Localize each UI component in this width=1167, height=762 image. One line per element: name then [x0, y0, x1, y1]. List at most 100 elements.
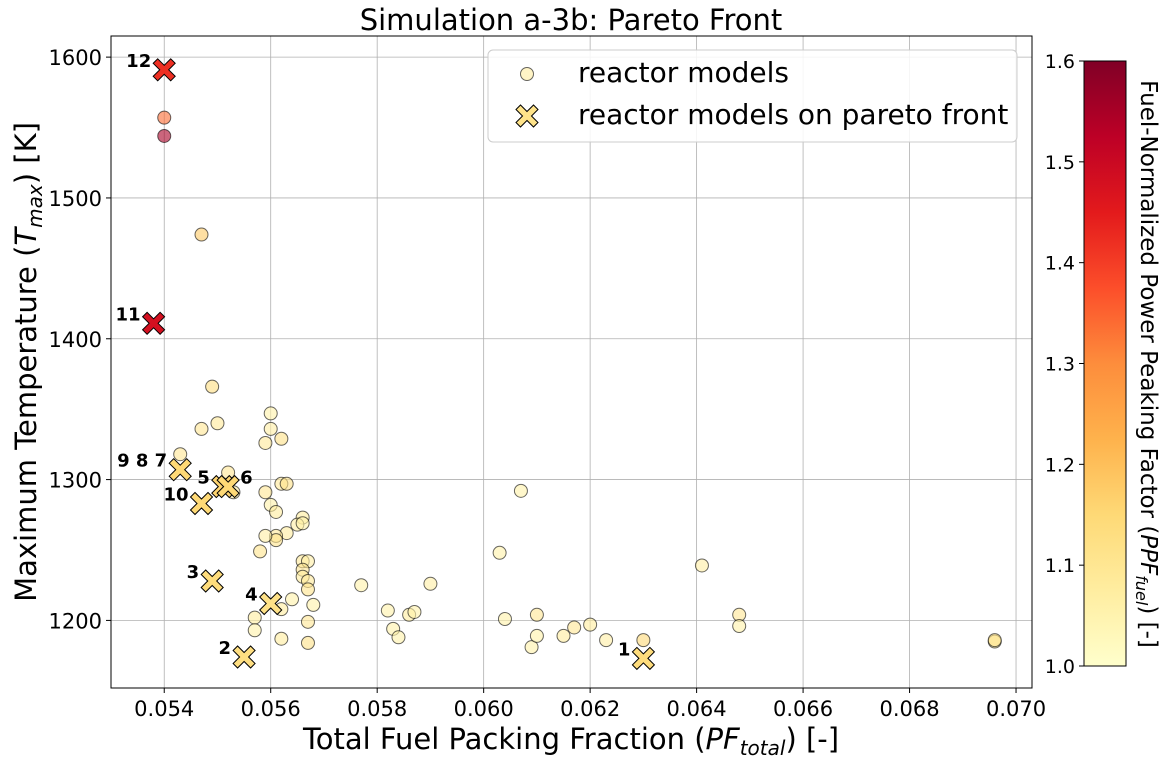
pareto-point-label: 11 — [116, 304, 141, 325]
y-tick-label: 1500 — [49, 187, 102, 211]
model-point — [300, 635, 315, 650]
pareto-point-label: 5 — [197, 468, 210, 489]
x-axis-ticks: 0.054 0.056 0.058 0.060 0.062 0.064 0.066 0.068… — [134, 688, 1046, 721]
model-point — [285, 592, 300, 607]
pareto-point — [232, 645, 256, 669]
legend-label-pareto: reactor models on pareto front — [578, 98, 1008, 131]
model-point — [513, 483, 528, 498]
legend-marker-circle — [520, 67, 534, 81]
model-point — [157, 128, 172, 143]
x-axis-title-suffix: ) [-] — [785, 722, 839, 756]
y-tick-label: 1600 — [49, 46, 102, 70]
legend-marker-cross — [515, 104, 539, 128]
pareto-point — [152, 58, 176, 82]
x-tick-label: 0.064 — [667, 697, 727, 721]
pareto-point-label: 10 — [163, 485, 188, 506]
model-point — [529, 628, 544, 643]
model-point — [173, 447, 188, 462]
model-point — [247, 623, 262, 638]
colorbar-title: Fuel-Normalized Power Peaking Factor (PP… — [1132, 80, 1161, 648]
model-point — [583, 617, 598, 632]
model-point — [210, 416, 225, 431]
chart-title: Simulation a-3b: Pareto Front — [360, 3, 783, 37]
model-point — [423, 576, 438, 591]
x-tick-label: 0.062 — [560, 697, 620, 721]
model-point — [269, 504, 284, 519]
x-tick-label: 0.070 — [986, 697, 1046, 721]
model-point — [253, 544, 268, 559]
colorbar-ticks: 1.0 1.1 1.2 1.3 1.4 1.5 1.6 — [1045, 51, 1084, 678]
legend-label-models: reactor models — [578, 56, 789, 89]
x-tick-label: 0.066 — [773, 697, 833, 721]
legend-circle-marker — [520, 67, 534, 81]
colorbar-title-prefix: Fuel-Normalized Power Peaking Factor ( — [1135, 80, 1161, 534]
y-axis-title-suffix: ) [K] — [9, 122, 43, 184]
model-point — [987, 633, 1002, 648]
model-point — [732, 619, 747, 634]
model-point — [194, 421, 209, 436]
pareto-point — [631, 646, 656, 671]
y-axis-title-subscript: max — [23, 184, 47, 228]
model-point — [497, 611, 512, 626]
model-point — [556, 628, 571, 643]
model-point — [567, 620, 582, 635]
model-point — [524, 640, 539, 655]
model-point — [300, 582, 315, 597]
model-point — [599, 633, 614, 648]
colorbar-tick-label: 1.1 — [1045, 555, 1075, 577]
model-point — [636, 633, 651, 648]
pareto-point — [258, 591, 283, 616]
model-point — [354, 578, 369, 593]
x-axis-title: Total Fuel Packing Fraction (PFtotal) [-… — [302, 722, 839, 760]
y-tick-label: 1200 — [49, 609, 102, 633]
pareto-point-label: 6 — [240, 468, 253, 489]
colorbar-title-symbol: PPF — [1135, 534, 1161, 576]
pareto-point — [200, 569, 224, 593]
pareto-point-label: 9 8 7 — [117, 451, 167, 472]
model-point — [300, 614, 315, 629]
model-point — [258, 435, 273, 450]
model-point — [274, 631, 289, 646]
model-point — [157, 110, 172, 125]
y-tick-label: 1400 — [49, 328, 102, 352]
colorbar-tick-label: 1.4 — [1045, 253, 1075, 275]
legend: reactor models reactor models on pareto … — [487, 49, 1018, 143]
model-point — [306, 597, 321, 612]
pareto-point — [141, 311, 166, 336]
colorbar-title-suffix: ) [-] — [1135, 605, 1161, 648]
model-point — [492, 545, 507, 560]
model-point — [529, 607, 544, 622]
x-tick-label: 0.068 — [879, 697, 939, 721]
x-tick-label: 0.056 — [241, 697, 301, 721]
model-point — [295, 516, 310, 531]
model-point — [274, 431, 289, 446]
legend-box — [487, 49, 1018, 143]
pareto-point-label: 12 — [126, 51, 151, 72]
colorbar-tick-label: 1.2 — [1045, 454, 1075, 476]
pareto-point — [216, 474, 240, 499]
plot-frame — [110, 35, 1033, 689]
model-point — [194, 227, 209, 242]
y-axis-title-symbol: T — [9, 226, 43, 246]
y-axis-title-prefix: Maximum Temperature ( — [9, 246, 43, 602]
colorbar-tick-label: 1.3 — [1045, 354, 1075, 376]
model-point — [391, 630, 406, 645]
pareto-point — [189, 491, 214, 516]
model-point — [205, 379, 220, 394]
pareto-point-label: 4 — [245, 585, 258, 606]
colorbar-tick-label: 1.0 — [1045, 656, 1075, 678]
model-point — [407, 604, 422, 619]
model-point — [263, 421, 278, 436]
y-axis-ticks: 1200 1300 1400 1500 1600 — [49, 46, 111, 633]
model-point — [247, 610, 262, 625]
colorbar-title-subscript: fuel — [1132, 575, 1151, 606]
x-axis-title-symbol: PF — [706, 722, 741, 756]
pareto-point-label: 1 — [618, 639, 631, 660]
x-axis-title-subscript: total — [740, 736, 786, 760]
pareto-point-label: 3 — [187, 562, 200, 583]
x-tick-label: 0.060 — [454, 697, 514, 721]
colorbar-tick-label: 1.5 — [1045, 152, 1075, 174]
x-tick-label: 0.058 — [347, 697, 407, 721]
model-point — [258, 528, 273, 543]
